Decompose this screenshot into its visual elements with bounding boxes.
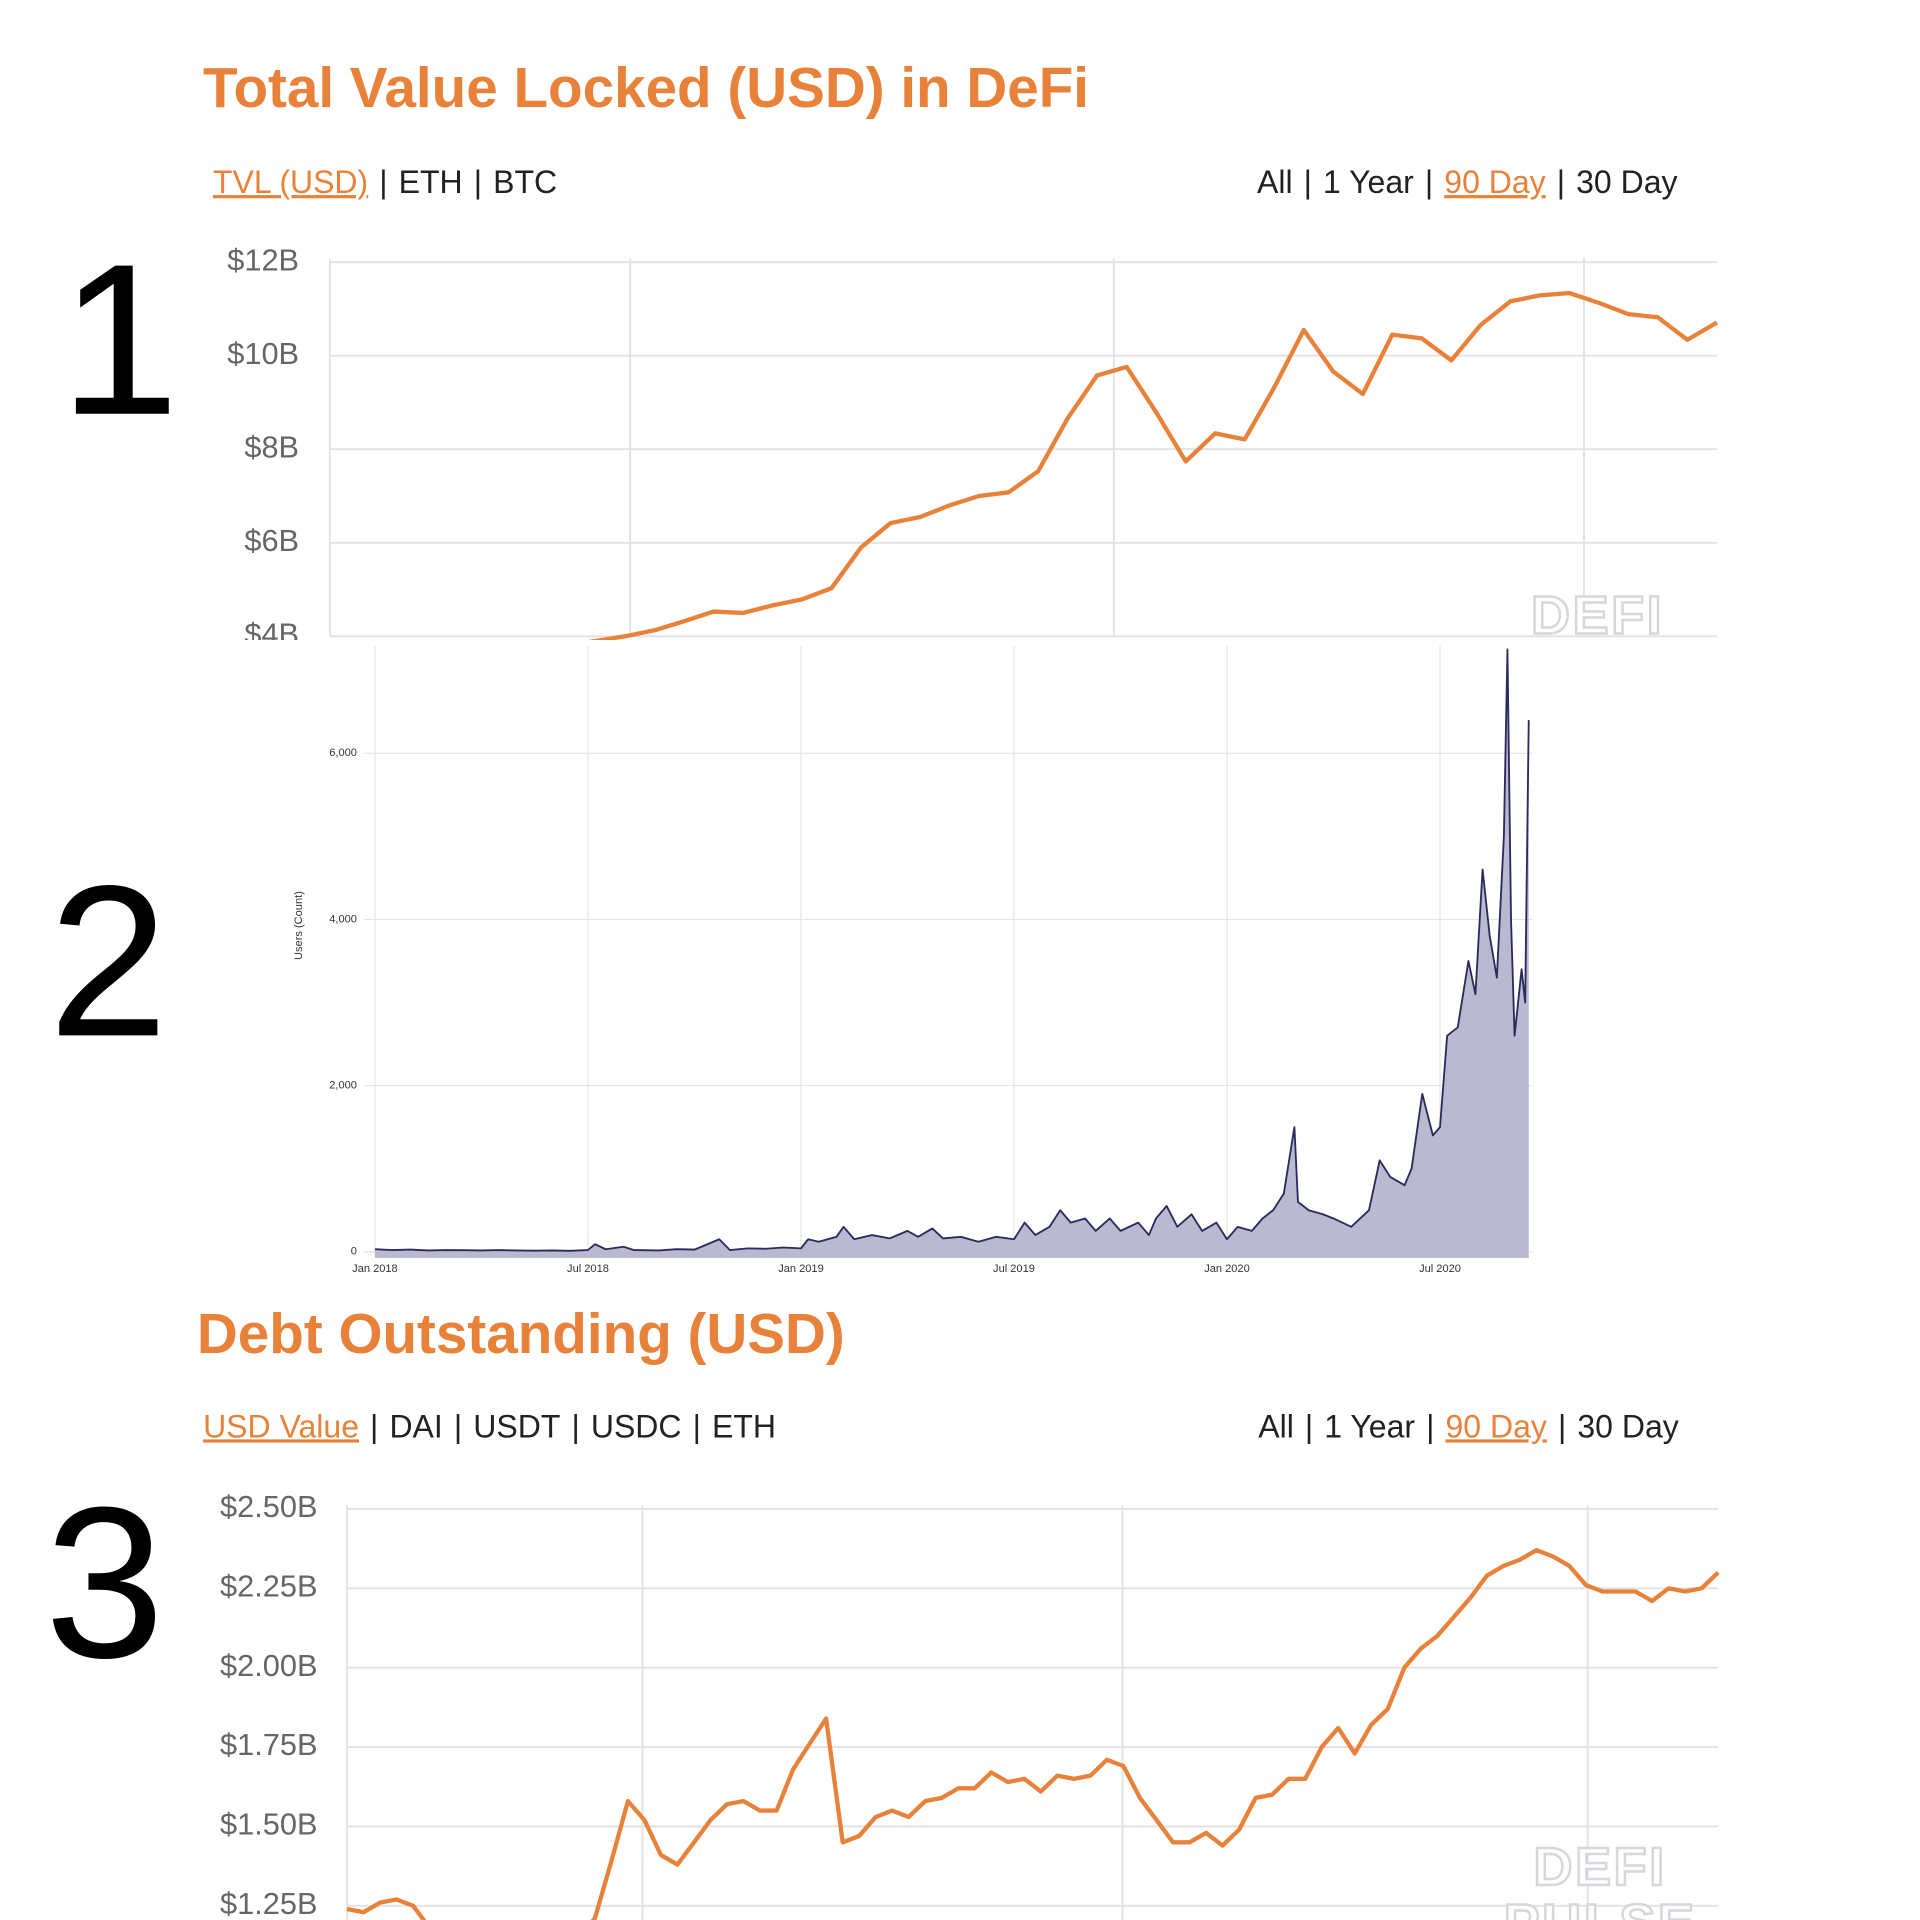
tab-separator: | bbox=[1426, 1408, 1434, 1444]
y-tick-label: $2.00B bbox=[220, 1648, 317, 1683]
tab[interactable]: USDT bbox=[473, 1408, 560, 1444]
chart-title: Total Value Locked (USD) in DeFi bbox=[203, 56, 1089, 119]
y-tick-label: $4B bbox=[244, 616, 299, 651]
panel: $1.25B $1.50B $1.75B $2.00B $2.25B $2.50B DEFI… bbox=[220, 1489, 1720, 1920]
x-tick-label: Jan 2020 bbox=[1204, 1263, 1250, 1275]
panel-number: 3 bbox=[45, 1462, 165, 1703]
y-tick-label: $1.25B bbox=[220, 1886, 317, 1920]
y-tick-label: $10B bbox=[227, 336, 299, 371]
chart-title: Debt Outstanding (USD) bbox=[197, 1302, 845, 1365]
tab[interactable]: All bbox=[1258, 1408, 1294, 1444]
tab[interactable]: BTC bbox=[493, 164, 557, 200]
tab-group: All | 1 Year | 90 Day | 30 Day bbox=[1258, 1408, 1679, 1444]
tab[interactable]: 1 Year bbox=[1323, 164, 1414, 200]
y-tick-label: 4,000 bbox=[329, 913, 357, 925]
tab-separator: | bbox=[1425, 164, 1433, 200]
tab-separator: | bbox=[370, 1408, 378, 1444]
tab[interactable]: USD Value bbox=[203, 1408, 359, 1444]
tab-separator: | bbox=[693, 1408, 701, 1444]
y-tick-label: 0 bbox=[351, 1246, 357, 1258]
panel: $4B $6B $8B $10B $12B DEFI bbox=[227, 242, 1719, 651]
y-axis-label: Users (Count) bbox=[293, 891, 305, 960]
tab[interactable]: USDC bbox=[591, 1408, 682, 1444]
tab-separator: | bbox=[1304, 164, 1312, 200]
y-tick-label: $1.50B bbox=[220, 1807, 317, 1842]
tab-group: TVL (USD) | ETH | BTC bbox=[213, 164, 557, 200]
y-tick-label: $12B bbox=[227, 242, 299, 277]
watermark: DEFI bbox=[1531, 585, 1664, 645]
y-tick-label: 6,000 bbox=[329, 747, 357, 759]
x-tick-label: Jul 2019 bbox=[993, 1263, 1035, 1275]
panel-number: 2 bbox=[48, 840, 168, 1081]
tab[interactable]: All bbox=[1257, 164, 1293, 200]
y-tick-label: $2.50B bbox=[220, 1489, 317, 1524]
tab[interactable]: TVL (USD) bbox=[213, 164, 368, 200]
panel-number: 1 bbox=[59, 219, 179, 460]
tab-separator: | bbox=[1558, 1408, 1566, 1444]
tab-separator: | bbox=[379, 164, 387, 200]
x-tick-label: Jan 2019 bbox=[778, 1263, 824, 1275]
panel: Jan 2018 Jul 2018 Jan 2019 Jul 2019 Jan 2020… bbox=[293, 646, 1533, 1275]
tab-separator: | bbox=[454, 1408, 462, 1444]
tab[interactable]: 30 Day bbox=[1577, 1408, 1678, 1444]
area bbox=[374, 649, 1529, 1258]
line bbox=[346, 1548, 1720, 1920]
tab[interactable]: 30 Day bbox=[1576, 164, 1677, 200]
tab-separator: | bbox=[1305, 1408, 1313, 1444]
tab-separator: | bbox=[571, 1408, 579, 1444]
tab-group: USD Value | DAI | USDT | USDC | ETH bbox=[203, 1408, 776, 1444]
y-tick-label: $6B bbox=[244, 523, 299, 558]
y-tick-label: $1.75B bbox=[220, 1727, 317, 1762]
x-tick-label: Jan 2018 bbox=[352, 1263, 398, 1275]
tab[interactable]: 90 Day bbox=[1444, 164, 1545, 200]
tab[interactable]: ETH bbox=[399, 164, 463, 200]
y-tick-label: $8B bbox=[244, 429, 299, 464]
tab[interactable]: 1 Year bbox=[1324, 1408, 1415, 1444]
watermark: DEFI bbox=[1533, 1837, 1666, 1897]
x-tick-label: Jul 2020 bbox=[1419, 1263, 1461, 1275]
tab-separator: | bbox=[474, 164, 482, 200]
tab[interactable]: DAI bbox=[389, 1408, 442, 1444]
tab-separator: | bbox=[1557, 164, 1565, 200]
tab-group: All | 1 Year | 90 Day | 30 Day bbox=[1257, 164, 1678, 200]
watermark: PULSE bbox=[1504, 1894, 1697, 1920]
tab[interactable]: ETH bbox=[712, 1408, 776, 1444]
line bbox=[587, 290, 1719, 640]
y-tick-label: 2,000 bbox=[329, 1079, 357, 1091]
x-tick-label: Jul 2018 bbox=[567, 1263, 609, 1275]
y-tick-label: $2.25B bbox=[220, 1568, 317, 1603]
line bbox=[374, 648, 1530, 1252]
tab[interactable]: 90 Day bbox=[1446, 1408, 1547, 1444]
